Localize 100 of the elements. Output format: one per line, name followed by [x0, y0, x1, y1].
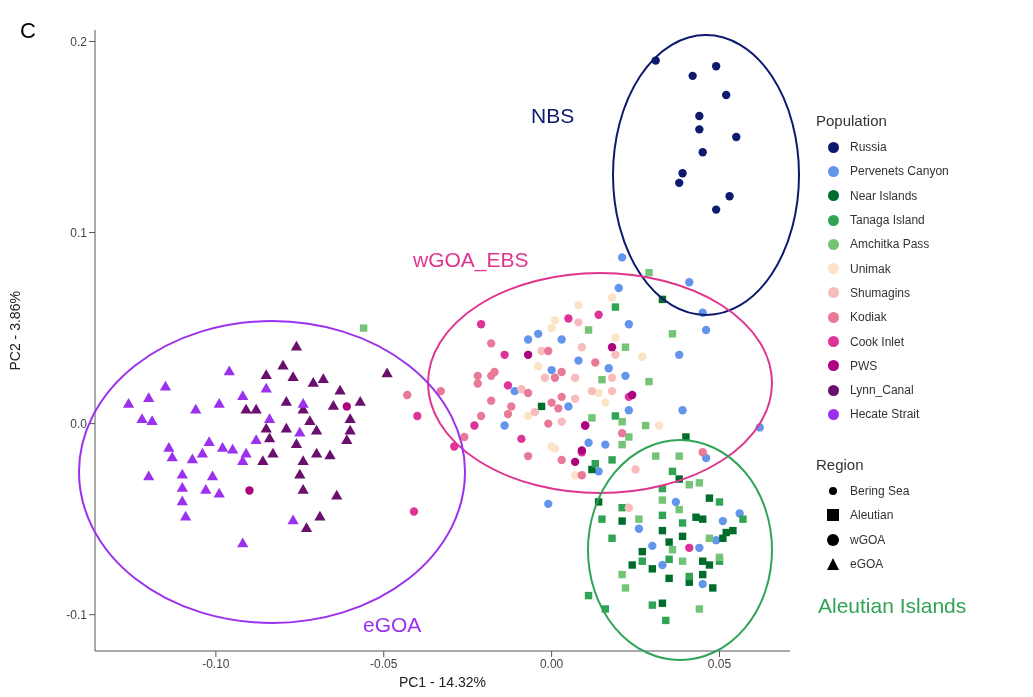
point: [699, 557, 707, 565]
point: [476, 411, 486, 421]
x-tick-label: 0.05: [707, 656, 732, 671]
point: [436, 386, 446, 396]
point: [381, 367, 393, 378]
point: [530, 407, 540, 417]
point: [711, 62, 721, 71]
point: [237, 537, 249, 548]
legend-label: Unimak: [850, 261, 891, 276]
legend-label: PWS: [850, 358, 878, 373]
point: [678, 406, 687, 415]
point: [705, 561, 714, 569]
point: [344, 413, 356, 424]
point: [685, 278, 694, 287]
point: [675, 505, 683, 514]
point: [598, 375, 606, 384]
point: [574, 318, 583, 327]
point: [588, 414, 596, 422]
point: [176, 495, 188, 506]
point: [557, 392, 566, 402]
point: [544, 499, 553, 509]
x-tick-label: -0.10: [202, 656, 230, 671]
point: [651, 452, 660, 460]
point: [263, 432, 276, 443]
text: wGOA: [850, 532, 886, 547]
point: [618, 418, 626, 426]
point: [314, 510, 326, 521]
point: [470, 421, 479, 430]
point: [280, 396, 293, 406]
point: [136, 413, 148, 424]
point: [334, 384, 346, 395]
point: [701, 325, 711, 335]
point: [523, 411, 533, 421]
point: [297, 398, 309, 408]
point: [290, 340, 303, 351]
point: [200, 483, 212, 494]
point: [614, 283, 623, 293]
text: Aleutian: [850, 508, 894, 523]
point: [705, 494, 714, 502]
point: [146, 415, 158, 425]
point: [186, 453, 198, 464]
point: [523, 388, 533, 398]
point: [658, 496, 667, 504]
point: [297, 483, 309, 494]
point: [359, 324, 368, 332]
point: [607, 343, 617, 352]
point: [473, 371, 482, 381]
point: [624, 503, 634, 512]
text: Bering Sea: [850, 484, 910, 499]
point: [695, 605, 704, 613]
point: [196, 447, 209, 458]
point: [213, 398, 225, 408]
point: [648, 601, 657, 609]
point: [277, 359, 289, 370]
legend-label: Near Islands: [850, 188, 918, 203]
point: [648, 565, 657, 573]
x-tick-label: 0.00: [539, 656, 564, 671]
legend-label: Shumagins: [850, 285, 911, 300]
point: [570, 373, 580, 382]
legend-label: Hecate Strait: [850, 407, 920, 422]
point: [719, 534, 727, 542]
point: [487, 396, 496, 405]
annotation: eGOA: [363, 613, 422, 637]
point: [618, 570, 626, 579]
text: C: [20, 18, 36, 44]
legend-label: Cook Inlet: [850, 334, 905, 349]
annotation: wGOA_EBS: [413, 248, 529, 272]
legend-label: Amchitka Pass: [850, 237, 930, 252]
point: [550, 316, 560, 325]
point: [327, 399, 340, 410]
point: [628, 561, 636, 569]
point: [715, 498, 724, 506]
point: [557, 455, 566, 465]
y-tick-label: 0.1: [70, 225, 88, 240]
point: [675, 350, 684, 360]
point: [574, 356, 583, 365]
point: [695, 479, 704, 487]
point: [638, 352, 647, 361]
point: [263, 413, 276, 424]
point: [658, 560, 667, 570]
point: [625, 433, 633, 441]
point: [547, 323, 556, 333]
point: [159, 380, 172, 391]
point: [634, 524, 644, 533]
point: [503, 381, 513, 390]
point: [409, 507, 419, 516]
point: [547, 398, 556, 407]
x-axis-title: PC1 - 14.32%: [398, 674, 487, 690]
point: [638, 557, 646, 565]
point: [631, 465, 640, 474]
point: [507, 402, 516, 411]
point: [557, 367, 566, 377]
point: [732, 132, 741, 142]
point: [722, 90, 731, 100]
point: [206, 470, 219, 481]
point: [176, 482, 188, 492]
point: [570, 394, 580, 403]
point: [695, 543, 704, 552]
point: [180, 510, 192, 521]
legend-label: Kodiak: [850, 310, 887, 325]
